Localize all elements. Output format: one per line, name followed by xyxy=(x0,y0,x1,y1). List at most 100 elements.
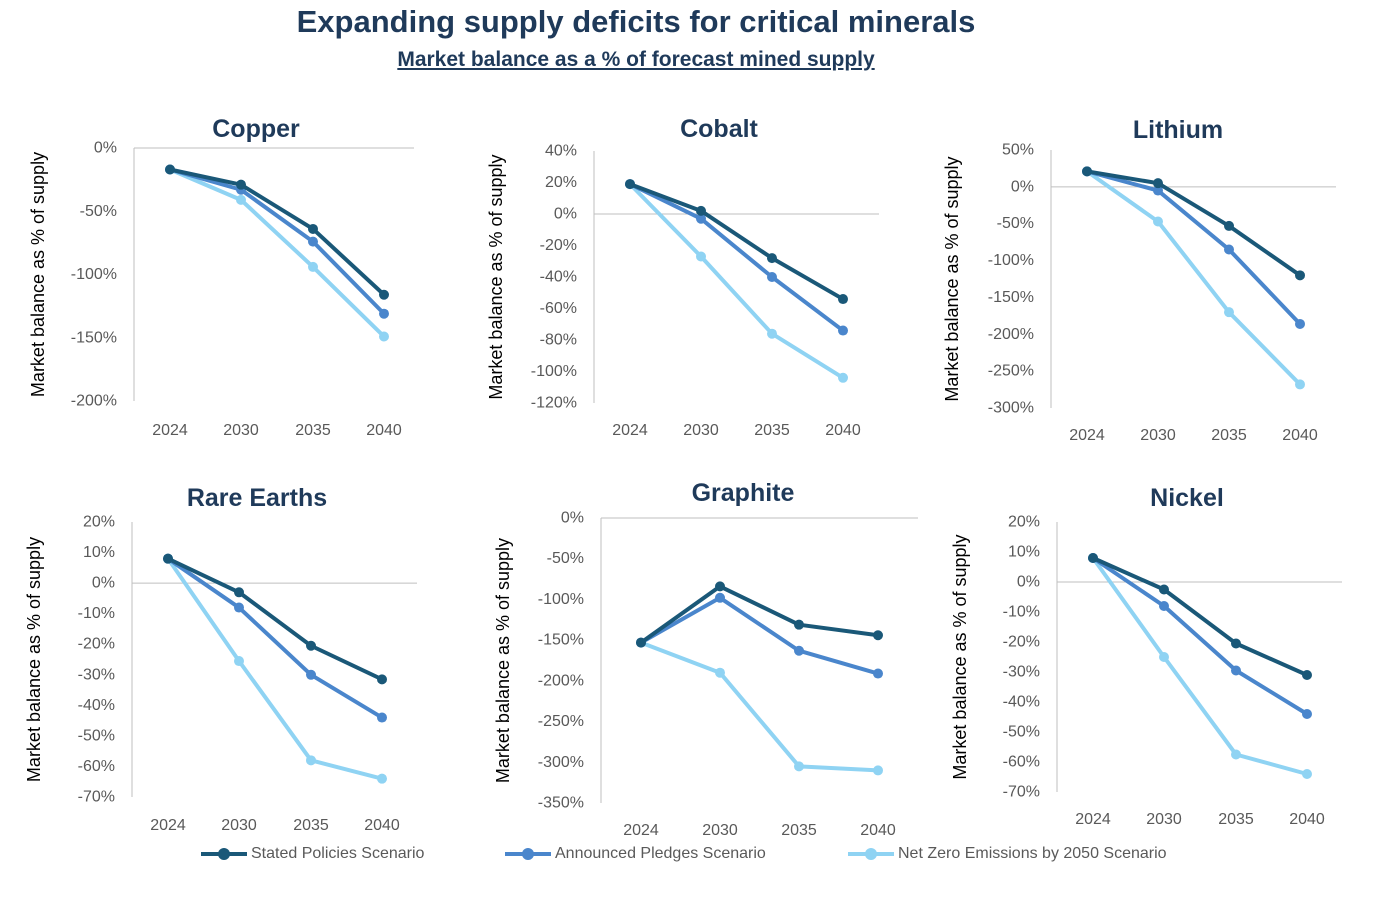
rare-earths-point-netzero xyxy=(234,656,244,667)
rare-earths-line-announced xyxy=(166,556,384,720)
graphite-y-tick-label: -100% xyxy=(538,591,584,608)
lithium-y-tick-label: -200% xyxy=(988,326,1034,343)
lithium-line-stated xyxy=(1085,169,1302,278)
rare-earths-x-tick-label: 2024 xyxy=(150,817,186,834)
rare-earths-x-tick-label: 2035 xyxy=(293,817,329,834)
lithium-point-netzero xyxy=(1224,307,1234,318)
copper-point-netzero xyxy=(236,194,246,205)
lithium-point-netzero xyxy=(1153,216,1163,227)
graphite-point-stated xyxy=(636,637,646,648)
graphite-y-tick-label: -50% xyxy=(547,550,584,567)
cobalt-line-netzero xyxy=(628,182,845,380)
nickel-point-stated xyxy=(1088,553,1098,563)
nickel-point-announced xyxy=(1302,709,1312,719)
cobalt-y-tick-label: 20% xyxy=(545,174,577,191)
lithium-line-netzero xyxy=(1085,169,1302,387)
cobalt-point-stated xyxy=(838,294,848,305)
copper-point-stated xyxy=(308,223,318,234)
graphite-y-tick-label: -300% xyxy=(538,754,584,771)
graphite-y-axis-label: Market balance as % of supply xyxy=(493,538,513,783)
cobalt-point-stated xyxy=(696,205,706,216)
cobalt-line-announced xyxy=(628,182,845,333)
nickel-y-tick-label: 10% xyxy=(1008,544,1040,561)
graphite-x-tick-label: 2035 xyxy=(781,822,817,839)
graphite-y-tick-label: 0% xyxy=(561,510,584,527)
nickel-y-axis-label: Market balance as % of supply xyxy=(950,534,970,779)
graphite-line-announced xyxy=(639,595,880,676)
cobalt-point-netzero xyxy=(696,251,706,262)
lithium-y-axis-label: Market balance as % of supply xyxy=(942,156,962,401)
copper-chart-title: Copper xyxy=(212,115,300,143)
graphite-y-tick-label: -350% xyxy=(538,795,584,812)
lithium-y-tick-label: -50% xyxy=(997,215,1034,232)
copper-y-axis-label: Market balance as % of supply xyxy=(28,152,48,397)
graphite-x-tick-label: 2040 xyxy=(860,822,896,839)
lithium-line-announced xyxy=(1085,169,1302,326)
lithium-y-tick-label: -250% xyxy=(988,363,1034,380)
rare-earths-y-tick-label: -20% xyxy=(78,636,115,653)
nickel-point-stated xyxy=(1231,638,1241,649)
rare-earths-y-tick-label: -60% xyxy=(78,758,115,775)
lithium-point-announced xyxy=(1295,318,1305,329)
graphite-line-stated xyxy=(639,584,880,645)
nickel-x-tick-label: 2030 xyxy=(1146,811,1182,828)
lithium-y-tick-label: -100% xyxy=(988,252,1034,269)
nickel-point-announced xyxy=(1159,601,1169,611)
lithium-point-netzero xyxy=(1295,379,1305,390)
graphite-point-stated xyxy=(873,630,883,641)
legend-item-netzero: Net Zero Emissions by 2050 Scenario xyxy=(848,845,1167,863)
nickel-y-tick-label: 20% xyxy=(1008,514,1040,531)
rare-earths-y-axis-label: Market balance as % of supply xyxy=(24,537,44,782)
legend-label-netzero: Net Zero Emissions by 2050 Scenario xyxy=(898,845,1167,862)
rare-earths-point-stated xyxy=(377,674,387,685)
legend: Stated Policies Scenario Announced Pledg… xyxy=(0,845,1381,869)
lithium-y-tick-label: -150% xyxy=(988,289,1034,306)
lithium-point-stated xyxy=(1153,178,1163,189)
copper-point-netzero xyxy=(308,261,318,272)
lithium-point-announced xyxy=(1224,244,1234,255)
nickel-chart-title: Nickel xyxy=(1150,484,1224,512)
graphite-point-stated xyxy=(794,619,804,630)
graphite-point-announced xyxy=(873,668,883,679)
nickel-point-stated xyxy=(1159,584,1169,595)
rare-earths-x-tick-label: 2040 xyxy=(364,817,400,834)
rare-earths-y-tick-label: -10% xyxy=(78,605,115,622)
legend-swatch-stated xyxy=(201,847,247,861)
copper-x-tick-label: 2030 xyxy=(223,422,259,439)
graphite-point-stated xyxy=(715,581,725,592)
nickel-point-announced xyxy=(1231,665,1241,676)
legend-item-stated: Stated Policies Scenario xyxy=(201,845,424,863)
legend-label-announced: Announced Pledges Scenario xyxy=(555,845,766,862)
rare-earths-y-tick-label: 10% xyxy=(83,544,115,561)
legend-swatch-netzero xyxy=(848,847,894,861)
copper-y-tick-label: 0% xyxy=(94,140,117,157)
cobalt-y-tick-label: -80% xyxy=(540,332,577,349)
copper-point-announced xyxy=(308,236,318,247)
rare-earths-point-announced xyxy=(306,669,316,680)
legend-item-announced: Announced Pledges Scenario xyxy=(505,845,766,863)
copper-point-stated xyxy=(236,179,246,190)
rare-earths-point-announced xyxy=(377,712,387,723)
rare-earths-y-tick-label: 20% xyxy=(83,514,115,531)
nickel-point-netzero xyxy=(1231,749,1241,760)
cobalt-x-tick-label: 2040 xyxy=(825,422,861,439)
lithium-y-tick-label: 50% xyxy=(1002,142,1034,159)
rare-earths-point-stated xyxy=(163,553,173,564)
cobalt-point-announced xyxy=(767,272,777,282)
lithium-y-tick-label: -300% xyxy=(988,400,1034,417)
nickel-y-tick-label: -30% xyxy=(1003,664,1040,681)
copper-point-announced xyxy=(379,308,389,319)
cobalt-line-stated xyxy=(628,182,845,302)
rare-earths-y-tick-label: -30% xyxy=(78,666,115,683)
copper-line-announced xyxy=(168,167,386,316)
cobalt-point-netzero xyxy=(767,328,777,339)
nickel-y-tick-label: -60% xyxy=(1003,754,1040,771)
nickel-line-stated xyxy=(1091,556,1309,677)
copper-y-tick-label: -100% xyxy=(71,266,117,283)
nickel-y-tick-label: -40% xyxy=(1003,694,1040,711)
copper-x-tick-label: 2040 xyxy=(366,422,402,439)
cobalt-point-announced xyxy=(696,213,706,224)
graphite-line-netzero xyxy=(639,640,880,773)
rare-earths-y-tick-label: -70% xyxy=(78,789,115,806)
